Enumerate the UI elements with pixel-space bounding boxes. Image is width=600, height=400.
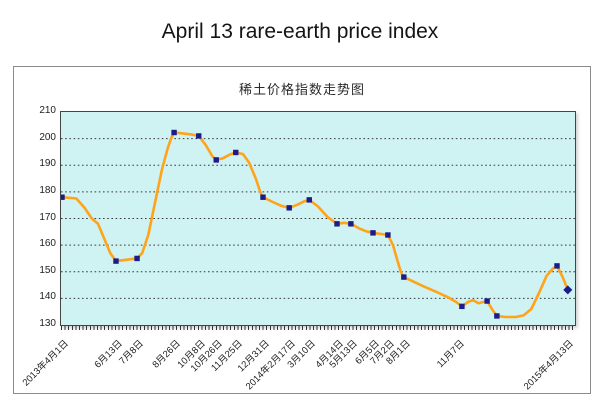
data-point-marker — [348, 221, 354, 227]
data-point-marker — [61, 194, 65, 200]
x-axis-ticks — [61, 326, 575, 330]
data-point-marker — [286, 205, 292, 211]
price-line — [61, 131, 570, 319]
data-point-marker — [385, 232, 391, 238]
data-point-marker — [554, 263, 560, 269]
data-point-marker — [484, 298, 490, 304]
y-axis-label: 210 — [39, 105, 56, 116]
y-axis-labels: 210 200 190 180 170 160 150 140 130 — [22, 106, 56, 329]
data-point-marker — [113, 258, 119, 264]
y-axis-label: 180 — [39, 184, 56, 196]
plot-area — [60, 111, 576, 326]
data-point-marker — [306, 197, 312, 203]
data-point-marker — [213, 157, 219, 163]
y-axis-label: 130 — [39, 318, 56, 329]
page-title: April 13 rare-earth price index — [161, 20, 439, 43]
x-axis-labels: 2013年4月1日 6月13日 7月8日 8月26日 10月8日 10月26日 11月25日… — [21, 330, 576, 392]
data-point-marker — [171, 129, 177, 136]
y-axis-label: 150 — [39, 264, 56, 276]
y-axis-label: 190 — [39, 158, 56, 170]
data-point-marker — [370, 230, 376, 236]
data-point-marker — [494, 313, 500, 319]
data-point-marker — [459, 303, 465, 310]
y-axis-label: 200 — [39, 131, 56, 143]
data-point-marker — [401, 274, 407, 280]
y-axis-label: 160 — [39, 238, 56, 250]
data-point-marker — [260, 194, 266, 200]
latest-point-diamond-marker — [563, 285, 573, 295]
data-point-marker — [134, 255, 140, 262]
data-point-marker — [196, 133, 202, 139]
data-point-marker — [334, 221, 340, 227]
chart-title: 稀土价格指数走势图 — [238, 82, 365, 97]
x-axis-label: 2015年4月13日 — [521, 338, 576, 393]
y-axis-label: 140 — [39, 291, 56, 303]
chart-container: 稀土价格指数走势图 210 200 190 180 170 160 150 140 130 20… — [13, 66, 591, 394]
y-axis-label: 170 — [39, 211, 56, 223]
data-point-marker — [233, 149, 239, 156]
line-chart — [61, 129, 575, 319]
